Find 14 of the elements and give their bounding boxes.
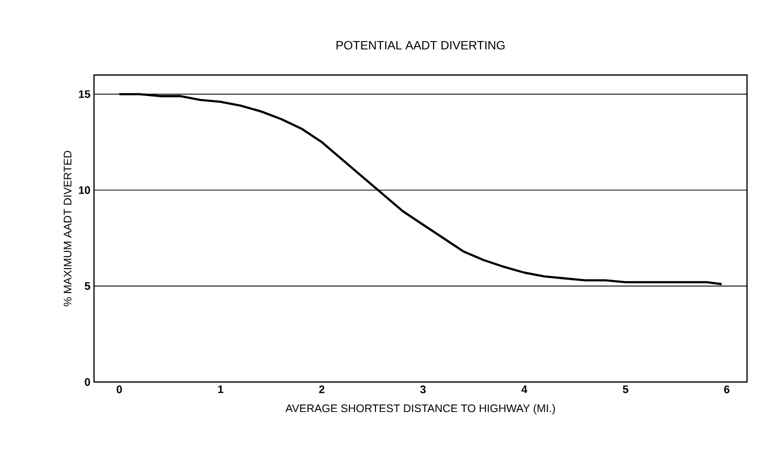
y-tick-label: 15 [78,90,90,98]
y-axis-title: % MAXIMUM AADT DIVERTED [64,150,72,306]
x-tick-label: 4 [521,386,528,394]
y-tick-label: 10 [78,186,90,194]
x-tick-label: 5 [622,386,628,394]
x-tick-label: 6 [724,386,730,394]
chart-title: POTENTIAL AADT DIVERTING [336,41,505,50]
x-tick-label: 2 [319,386,324,394]
y-tick-label: 5 [84,282,90,290]
x-tick-label: 1 [218,386,224,394]
x-tick-label: 0 [116,386,122,394]
y-tick-label: 0 [84,378,90,386]
x-tick-label: 3 [420,386,426,394]
x-axis-title: AVERAGE SHORTEST DISTANCE TO HIGHWAY (MI.) [285,404,555,414]
